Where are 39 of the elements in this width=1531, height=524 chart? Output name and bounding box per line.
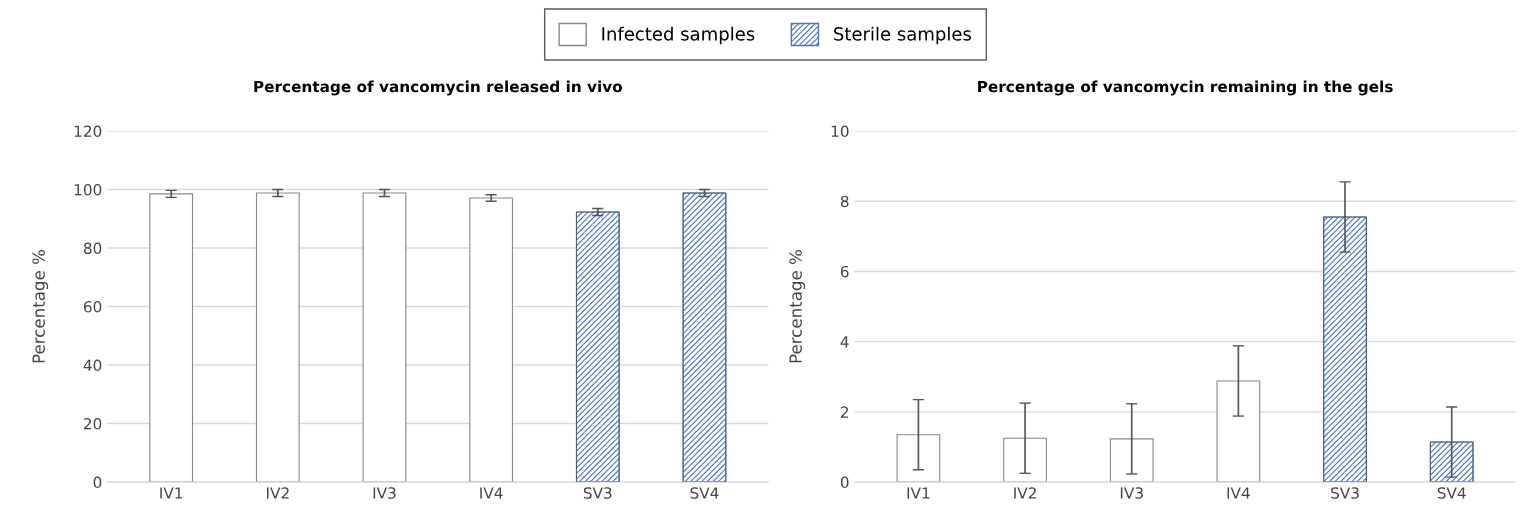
chart-title: Percentage of vancomycin remaining in the gels <box>978 80 1393 96</box>
y-tick-label: 40 <box>83 359 102 372</box>
x-tick-label: IV4 <box>1227 487 1250 499</box>
y-tick-label: 6 <box>840 265 849 278</box>
x-tick-label: IV2 <box>1014 487 1036 499</box>
x-tick-label: IV3 <box>373 487 396 499</box>
chart-title: Percentage of vancomycin released in vivo <box>254 80 623 96</box>
y-tick-label: 10 <box>831 125 849 138</box>
bar <box>149 193 194 483</box>
y-tick-label: 0 <box>840 476 849 489</box>
y-tick-label: 4 <box>840 336 849 348</box>
x-tick-label: IV1 <box>907 487 930 499</box>
y-tick-label: 8 <box>840 195 849 208</box>
x-tick-label: SV3 <box>583 487 612 499</box>
y-tick-label: 100 <box>74 183 102 196</box>
y-axis-title: Percentage % <box>32 250 49 363</box>
bar <box>255 192 300 483</box>
bar <box>362 192 407 483</box>
x-tick-label: SV4 <box>690 487 719 499</box>
x-tick-label: IV3 <box>1120 487 1143 499</box>
bar <box>1003 437 1047 483</box>
y-tick-label: 120 <box>74 125 102 138</box>
y-axis-title: Percentage % <box>789 250 806 363</box>
bar <box>469 197 514 483</box>
bar <box>1216 380 1261 483</box>
legend-label: Infected samples <box>602 26 755 45</box>
x-tick-label: IV1 <box>160 487 183 499</box>
x-tick-label: SV4 <box>1437 487 1466 499</box>
x-tick-label: IV4 <box>480 487 503 499</box>
x-tick-label: SV3 <box>1331 487 1359 499</box>
legend-label: Sterile samples <box>834 26 972 45</box>
y-tick-label: 0 <box>93 476 102 489</box>
y-tick-label: 60 <box>83 301 102 313</box>
y-tick-label: 80 <box>83 242 102 255</box>
bar <box>1109 438 1154 483</box>
x-tick-label: IV2 <box>266 487 289 499</box>
bar <box>896 434 941 483</box>
y-tick-label: 20 <box>83 418 102 430</box>
y-tick-label: 2 <box>840 406 849 418</box>
